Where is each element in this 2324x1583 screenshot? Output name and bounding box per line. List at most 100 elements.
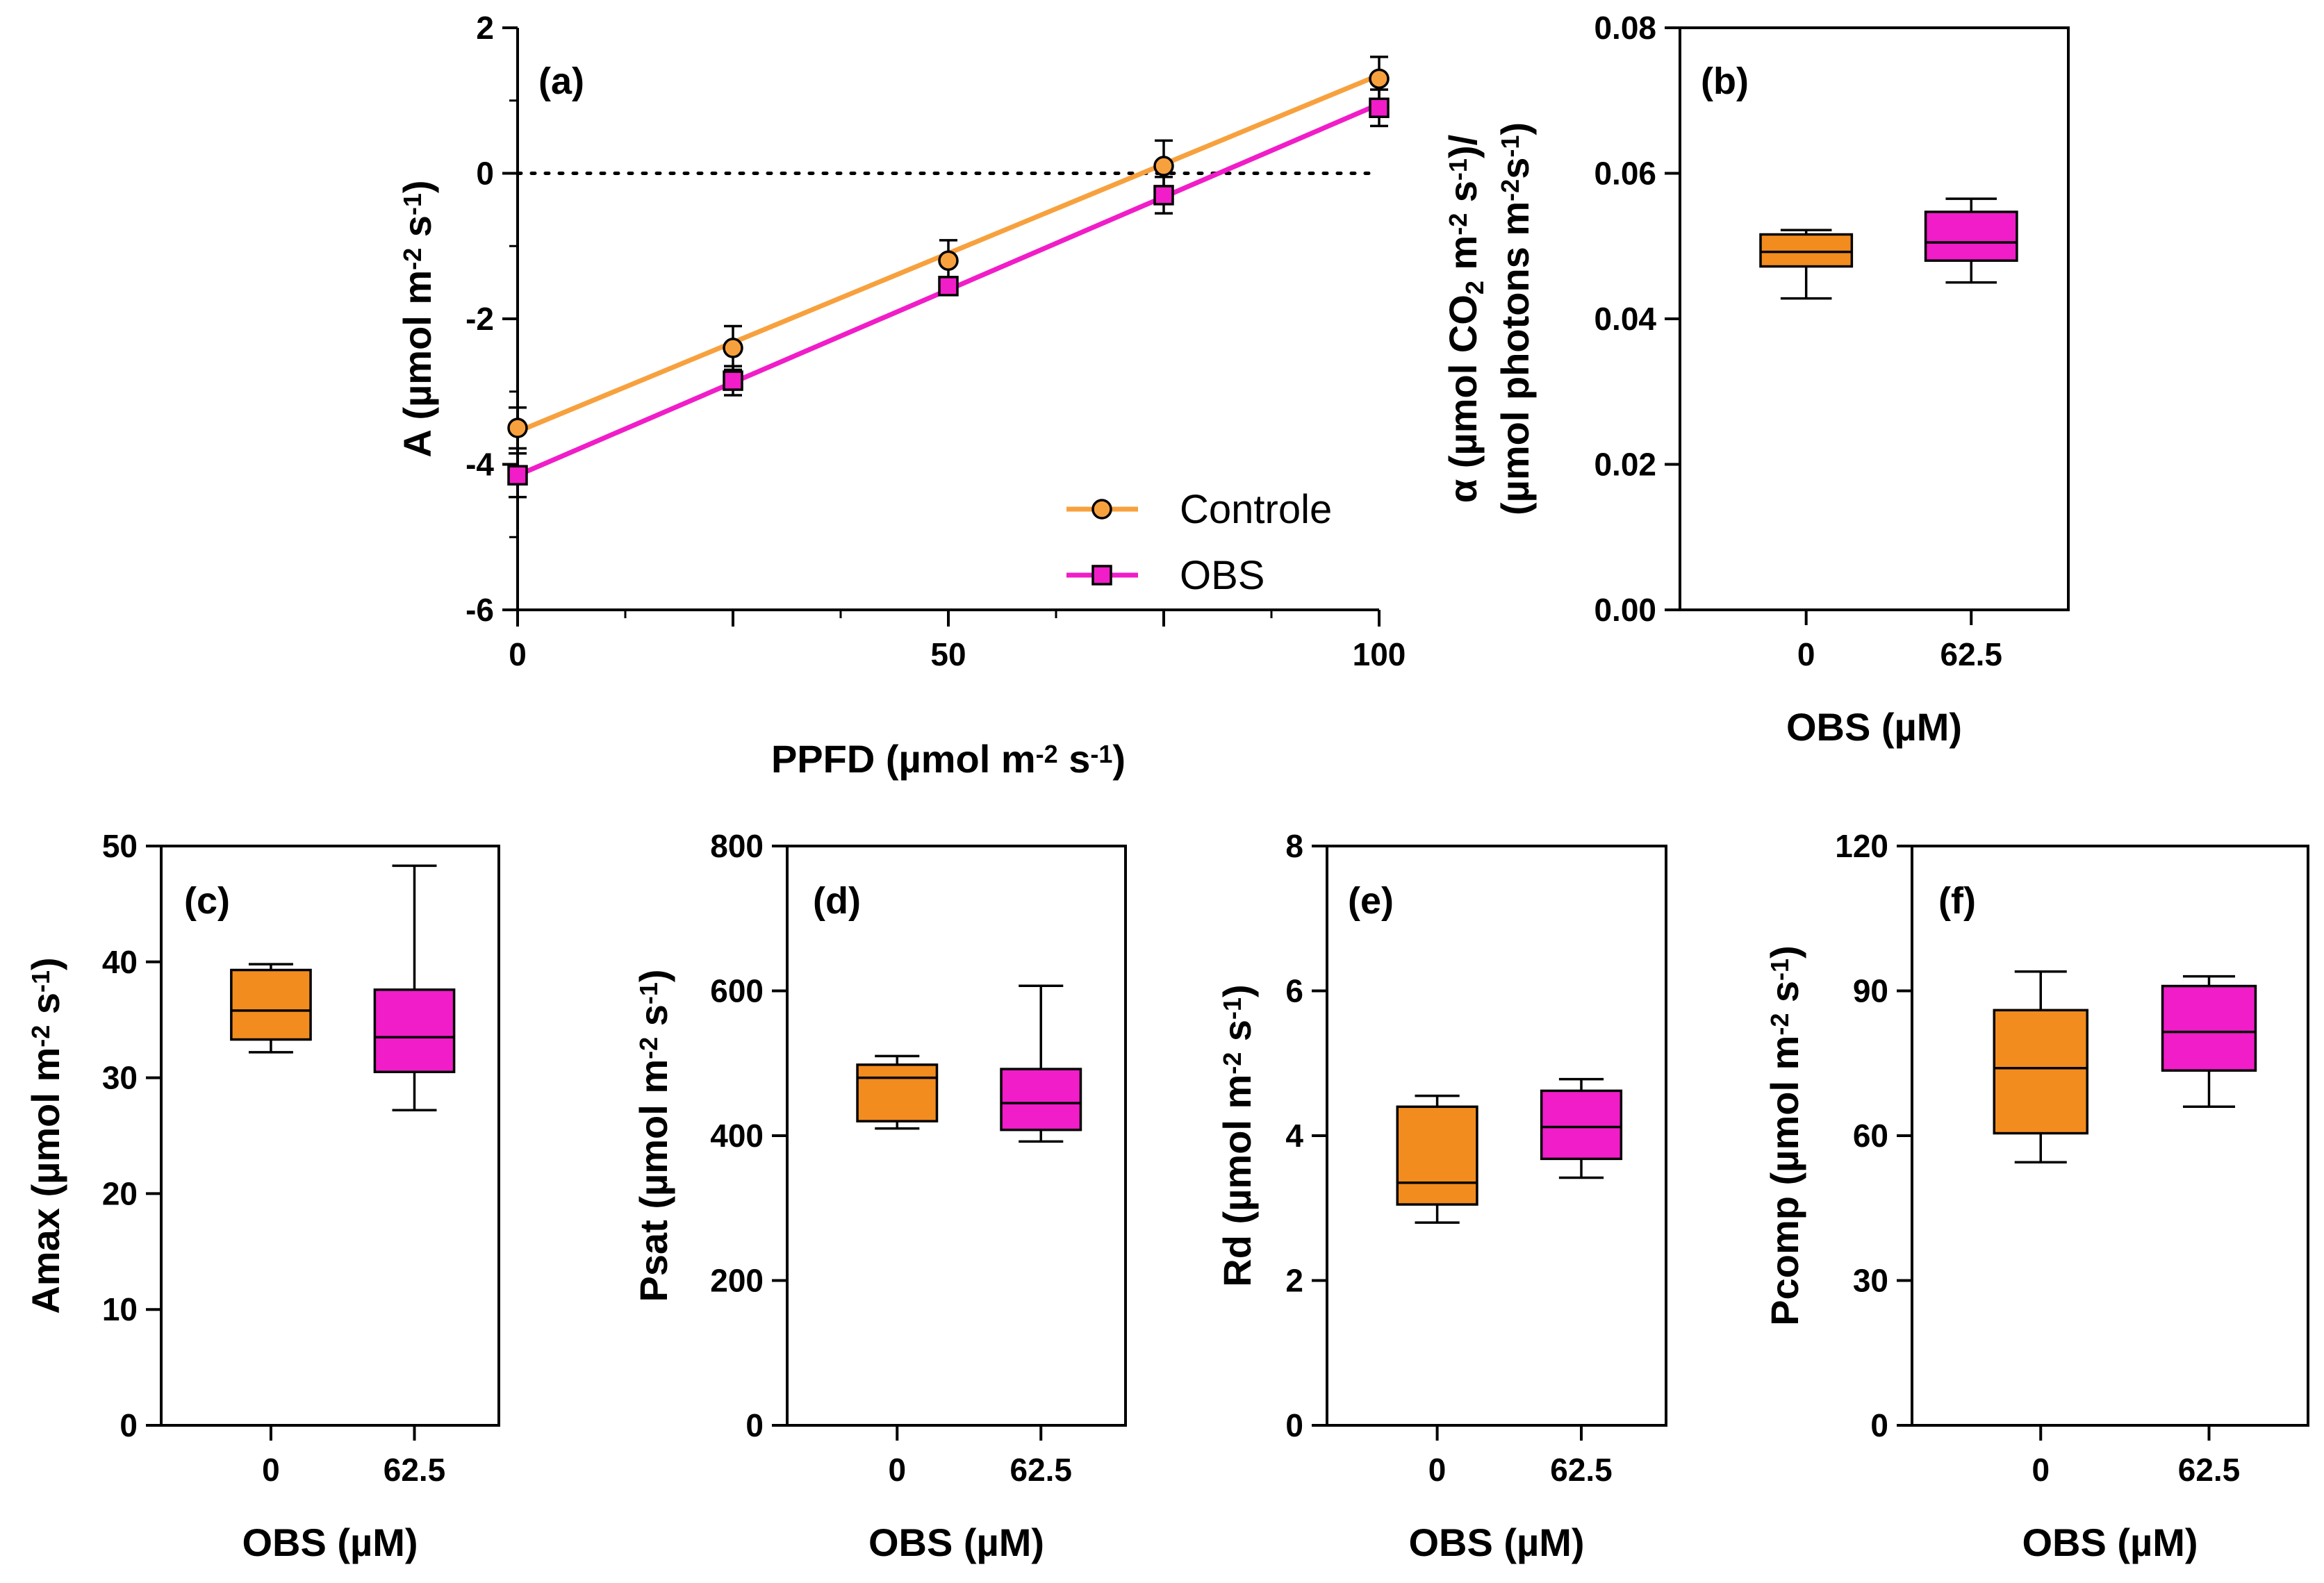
data-point	[1369, 97, 1390, 118]
box-body	[856, 1063, 939, 1122]
panel-f-frame	[1911, 845, 2309, 1427]
y-tick-label: 2	[1285, 1263, 1303, 1299]
box-body	[230, 968, 312, 1041]
box-body	[1759, 233, 1854, 268]
data-point	[507, 465, 528, 486]
y-axis-title-line1-part: α (µmol CO	[1441, 295, 1485, 503]
y-axis-title-part: s	[24, 993, 67, 1025]
x-axis-title: OBS (µM)	[1408, 1520, 1584, 1564]
panel-e: 0 2 4 6 8 0 62.5 (e) OBS (µM) Rd (µmol m-2 s-1)	[1215, 828, 1667, 1564]
series-controle	[507, 56, 1390, 450]
x-axis-title-part: OBS (µM)	[868, 1520, 1044, 1564]
box-body	[1924, 210, 2018, 262]
y-axis-title: Pcomp (µmol m-2 s-1)	[1763, 945, 1806, 1325]
y-tick-label: 0	[745, 1407, 764, 1443]
y-axis-title-line2-part: -1	[1496, 135, 1524, 158]
x-tick-label: 62.5	[2178, 1452, 2241, 1488]
box-62-5	[1540, 1077, 1623, 1179]
panel-b-frame	[1679, 26, 2070, 611]
series-obs	[507, 88, 1390, 499]
y-tick-label: -6	[465, 592, 494, 628]
box-62-5	[1924, 197, 2018, 284]
y-tick-label: 0.00	[1594, 592, 1656, 628]
data-point	[938, 276, 959, 297]
x-tick-label: 62.5	[1009, 1452, 1072, 1488]
x-tick-label: 0	[1797, 636, 1815, 672]
y-axis-title-line1-part: -1	[1444, 158, 1472, 181]
y-axis-title-line1: α (µmol CO2 m-2 s-1)/	[1441, 134, 1489, 503]
data-point	[507, 417, 528, 438]
y-tick-label: 50	[102, 828, 138, 864]
x-axis-title: PPFD (µmol m-2 s-1)	[771, 737, 1126, 781]
data-point	[1369, 68, 1390, 90]
box-62-5	[2161, 975, 2257, 1109]
box-0	[1759, 229, 1854, 300]
box-0	[1396, 1094, 1478, 1224]
y-axis-title-line2-part: -2	[1496, 179, 1524, 201]
y-axis-title-part: )	[1763, 945, 1806, 959]
x-axis-title-part: s	[1058, 737, 1091, 781]
y-axis-title-line1-part: )/	[1441, 134, 1485, 158]
y-tick-label: 0.06	[1594, 156, 1656, 192]
y-axis-title: Psat (µmol m-2 s-1)	[632, 969, 675, 1302]
y-axis-title-part: -2	[1218, 1052, 1246, 1075]
box-body	[1396, 1105, 1478, 1206]
y-axis-title-part: -2	[634, 1037, 663, 1059]
y-tick-label: 60	[1853, 1118, 1888, 1154]
y-tick-label: 200	[710, 1263, 764, 1299]
legend: Controle OBS	[1066, 487, 1332, 598]
y-axis-title-line1-part: s	[1441, 181, 1485, 213]
box-62-5	[1000, 984, 1082, 1143]
y-tick-label: 600	[710, 973, 764, 1009]
x-tick-label: 50	[930, 636, 966, 672]
y-tick-label: -4	[465, 447, 494, 483]
y-axis-title-part: -1	[398, 193, 427, 215]
y-tick-label: 90	[1853, 973, 1888, 1009]
x-axis-title-part: OBS (µM)	[1408, 1520, 1584, 1564]
x-axis-title: OBS (µM)	[2022, 1520, 2198, 1564]
x-tick-label: 62.5	[384, 1452, 446, 1488]
box-body	[373, 988, 456, 1074]
box-body	[1993, 1009, 2088, 1135]
y-tick-label: 20	[102, 1175, 138, 1211]
y-axis-title-part: Amax (µmol m	[24, 1047, 67, 1314]
x-tick-label: 62.5	[1550, 1452, 1613, 1488]
y-tick-label: 6	[1285, 973, 1303, 1009]
y-tick-label: 30	[1853, 1263, 1888, 1299]
box-0	[856, 1054, 939, 1130]
y-axis-title-part: s	[1763, 981, 1806, 1013]
y-tick-label: 0	[1870, 1407, 1888, 1443]
box-body	[2161, 984, 2257, 1072]
y-axis-title-part: A (µmol m	[395, 270, 439, 458]
y-axis-title-line2-part: )	[1493, 122, 1537, 135]
y-axis-title-part: Psat (µmol m	[632, 1059, 675, 1302]
x-tick-label: 0	[2032, 1452, 2050, 1488]
x-axis-title: OBS (µM)	[1786, 705, 1962, 749]
y-tick-label: 800	[710, 828, 764, 864]
x-axis-title-part: OBS (µM)	[2022, 1520, 2198, 1564]
y-axis-title-part: s	[395, 215, 439, 248]
data-point	[1153, 156, 1174, 176]
panel-label: (d)	[813, 880, 861, 922]
y-tick-label: 40	[102, 944, 138, 980]
y-axis-title-part: Pcomp (µmol m	[1763, 1036, 1806, 1326]
x-tick-label: 62.5	[1940, 636, 2002, 672]
y-axis-title-part: )	[24, 957, 67, 970]
y-axis-title: Rd (µmol m-2 s-1)	[1215, 984, 1259, 1286]
y-axis-title-part: s	[632, 1004, 675, 1037]
y-axis-title: Amax (µmol m-2 s-1)	[24, 957, 67, 1313]
x-axis-title-part: OBS (µM)	[1786, 705, 1962, 749]
legend-marker	[1091, 499, 1112, 520]
panel-label: (c)	[184, 880, 230, 922]
x-axis-title: OBS (µM)	[242, 1520, 418, 1564]
y-axis-title-line1-part: 2	[1460, 281, 1489, 295]
y-axis-title-line1-part: -2	[1444, 213, 1472, 235]
panel-label: (a)	[538, 60, 584, 102]
y-axis-title-line2-part: (µmol photons m	[1493, 201, 1537, 515]
y-axis-title: A (µmol m-2 s-1)	[395, 180, 439, 457]
data-point	[723, 370, 743, 391]
panel-b: 0.00 0.02 0.04 0.06 0.08 0 62.5 (b) OBS (µM) α (µ…	[1441, 10, 2070, 749]
y-tick-label: 0	[1285, 1407, 1303, 1443]
